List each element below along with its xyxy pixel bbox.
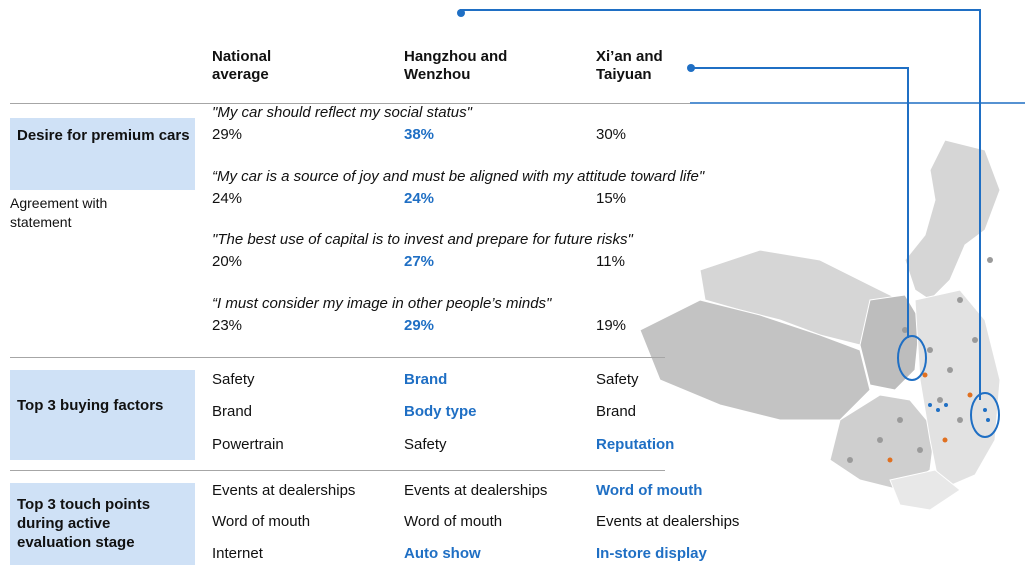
column-header: Hangzhou and Wenzhou xyxy=(404,48,508,83)
cell: Events at dealerships xyxy=(596,513,740,530)
statement-value: 38% xyxy=(404,126,435,143)
cell: Word of mouth xyxy=(404,513,503,530)
statement-value: 24% xyxy=(404,190,435,207)
section-label-box xyxy=(10,118,195,190)
section-label-box xyxy=(10,483,195,565)
statement-value: 15% xyxy=(596,190,627,207)
statement-value: 29% xyxy=(212,126,243,143)
section-label: Top 3 buying factors xyxy=(17,397,164,414)
connector xyxy=(691,67,909,338)
cell: Brand xyxy=(404,371,448,388)
statement-value: 20% xyxy=(212,253,243,270)
column-header: National average xyxy=(212,48,272,83)
section-rule xyxy=(10,470,665,471)
section-sublabel: Agreement with statement xyxy=(10,195,108,230)
cell: Reputation xyxy=(596,436,675,453)
cell: Brand xyxy=(596,403,637,420)
statement-quote: "The best use of capital is to invest an… xyxy=(212,231,633,248)
statement-quote: “I must consider my image in other peopl… xyxy=(212,295,552,312)
statement-value: 19% xyxy=(596,317,627,334)
statement-value: 23% xyxy=(212,317,243,334)
connector-ellipse xyxy=(897,335,927,381)
cell: In-store display xyxy=(596,545,707,562)
cell: Events at dealerships xyxy=(404,482,548,499)
column-header: Xi’an and Taiyuan xyxy=(596,48,663,83)
cell: Safety xyxy=(404,436,447,453)
cell: Safety xyxy=(212,371,255,388)
header-rule xyxy=(10,103,690,104)
statement-quote: “My car is a source of joy and must be a… xyxy=(212,168,705,185)
cell: Brand xyxy=(212,403,253,420)
connector-ellipse xyxy=(970,392,1000,438)
cell: Events at dealerships xyxy=(212,482,356,499)
highlight-dots xyxy=(887,372,973,463)
section-rule xyxy=(10,357,665,358)
section-label-box xyxy=(10,370,195,460)
statement-value: 27% xyxy=(404,253,435,270)
cell: Word of mouth xyxy=(596,482,703,499)
connector-dot xyxy=(687,64,695,72)
cell: Word of mouth xyxy=(212,513,311,530)
statement-value: 30% xyxy=(596,126,627,143)
section-label: Desire for premium cars xyxy=(17,127,190,144)
statement-value: 24% xyxy=(212,190,243,207)
section-label: Top 3 touch points during active evaluat… xyxy=(17,496,151,551)
statement-value: 29% xyxy=(404,317,435,334)
statement-value: 11% xyxy=(596,253,625,270)
cell: Safety xyxy=(596,371,639,388)
city-dots xyxy=(847,257,993,463)
focus-dots xyxy=(928,403,990,422)
cell: Powertrain xyxy=(212,436,284,453)
cell: Auto show xyxy=(404,545,481,562)
connector-dot xyxy=(457,9,465,17)
cell: Internet xyxy=(212,545,263,562)
map-regions xyxy=(639,139,1001,511)
cell: Body type xyxy=(404,403,477,420)
statement-quote: "My car should reflect my social status" xyxy=(212,104,472,121)
